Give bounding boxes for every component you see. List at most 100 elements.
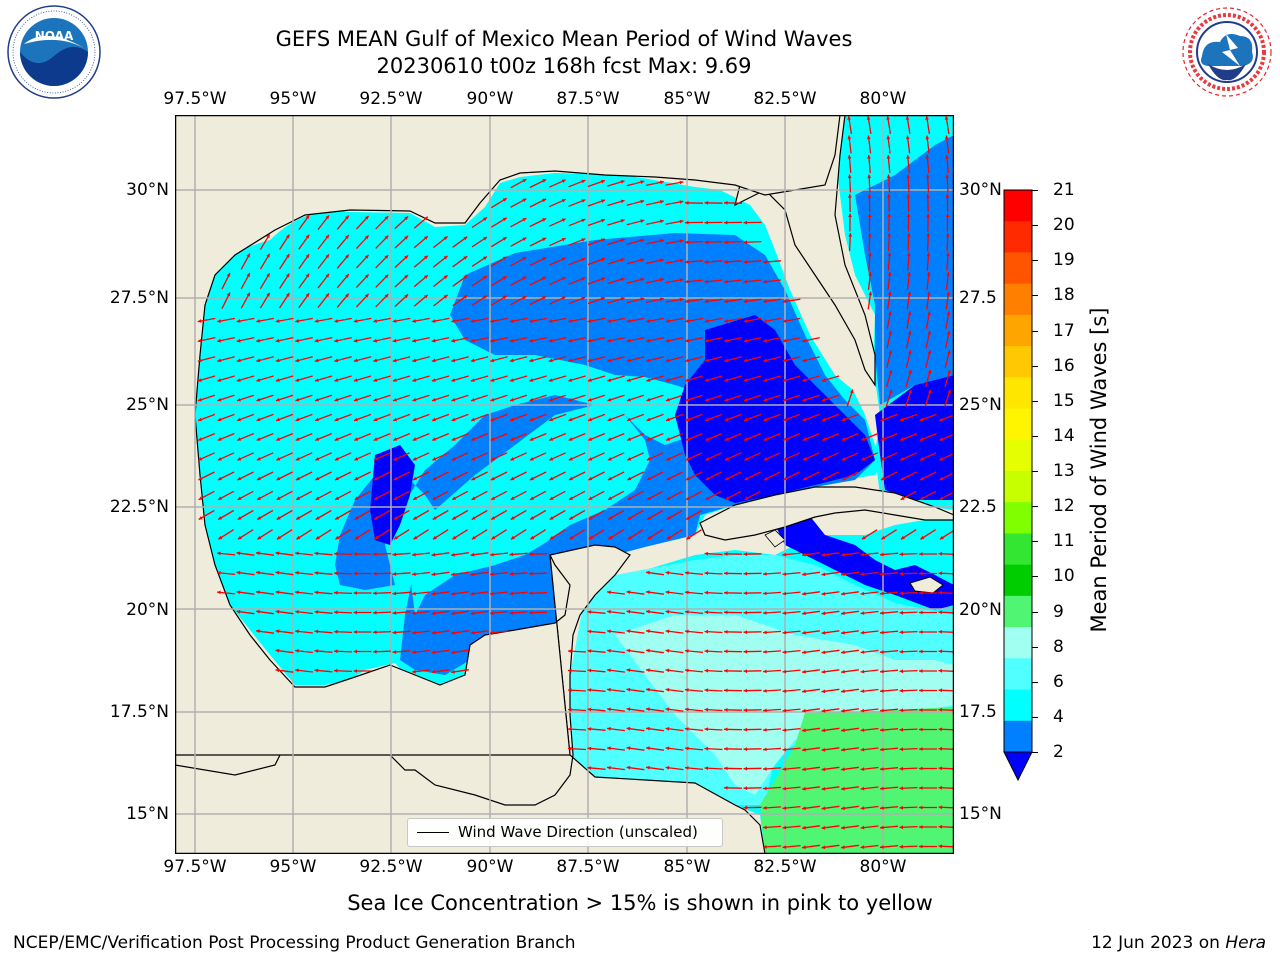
wind-arrow-head xyxy=(685,417,690,422)
wind-arrow-head xyxy=(373,437,378,441)
wind-arrow-head xyxy=(763,845,767,849)
wind-arrow-head xyxy=(373,610,377,615)
wind-arrow-head xyxy=(938,629,943,634)
wind-arrow-head xyxy=(392,378,397,382)
wind-arrow-head xyxy=(900,457,905,461)
wind-arrow-head xyxy=(295,457,300,461)
wind-arrow-head xyxy=(802,630,806,635)
wind-arrow-head xyxy=(607,397,612,402)
wind-arrow-head xyxy=(257,496,262,500)
wind-arrow-head xyxy=(860,650,865,654)
wind-arrow-head xyxy=(490,572,494,576)
wind-arrow-head xyxy=(502,295,507,300)
wind-arrow-head xyxy=(679,219,684,224)
wind-arrow-head xyxy=(919,476,924,481)
wind-arrow-head xyxy=(431,630,436,635)
wind-arrow-head xyxy=(443,255,448,260)
wind-arrow-head xyxy=(198,397,202,402)
wind-arrow-head xyxy=(392,338,397,343)
wind-arrow-head xyxy=(743,688,748,693)
wind-arrow-head xyxy=(256,338,261,343)
wind-arrow-head xyxy=(944,116,949,120)
wind-arrow-head xyxy=(821,611,826,616)
wind-arrow-head xyxy=(724,552,728,556)
wind-arrow-head xyxy=(522,276,527,280)
wind-arrow-head xyxy=(217,358,222,363)
wind-arrow-head xyxy=(490,358,495,363)
wind-arrow-head xyxy=(646,707,650,712)
wind-arrow-head xyxy=(256,570,260,575)
wind-arrow-head xyxy=(868,252,872,257)
wind-arrow-head xyxy=(704,551,709,556)
wind-arrow-head xyxy=(906,213,911,217)
wind-arrow-head xyxy=(925,155,930,159)
wind-arrow-head xyxy=(744,457,749,461)
wind-arrow-head xyxy=(490,476,495,481)
wind-arrow-head xyxy=(724,437,729,441)
wind-arrow-head xyxy=(704,201,709,205)
wind-arrow-head xyxy=(743,727,748,732)
wind-arrow-head xyxy=(256,476,261,481)
wind-arrow-head xyxy=(373,649,377,654)
longitude-label-top: 97.5°W xyxy=(163,89,227,109)
wind-arrow-head xyxy=(763,378,768,382)
latitude-label-left: 15°N xyxy=(126,804,169,824)
colorbar-segment xyxy=(1004,627,1032,659)
wind-arrow-head xyxy=(451,437,456,441)
wind-arrow-head xyxy=(412,591,416,596)
wind-arrow-head xyxy=(685,571,689,575)
wind-arrow-head xyxy=(334,358,339,363)
wind-arrow-head xyxy=(510,496,515,500)
wind-arrow-head xyxy=(946,291,951,296)
wind-arrow-head xyxy=(659,258,664,263)
wind-arrow-head xyxy=(471,437,476,441)
wind-arrow-head xyxy=(666,397,670,402)
wind-arrow-head xyxy=(588,535,593,540)
wind-arrow-head xyxy=(345,215,349,220)
wind-arrow-head xyxy=(314,590,319,595)
wind-arrow-head xyxy=(470,572,475,577)
wind-arrow-head xyxy=(899,630,904,635)
wind-arrow-head xyxy=(549,535,554,540)
wind-arrow-head xyxy=(841,476,846,481)
colorbar-tick-label: 20 xyxy=(1053,215,1075,236)
wind-arrow-head xyxy=(626,687,631,692)
wind-arrow-head xyxy=(927,389,932,394)
wind-arrow-head xyxy=(919,805,923,810)
wind-arrow-head xyxy=(354,516,359,520)
wind-arrow-head xyxy=(782,669,787,674)
wind-arrow-head xyxy=(782,591,787,596)
wind-arrow-head xyxy=(860,786,865,791)
wind-arrow-head xyxy=(345,235,349,239)
wind-arrow-head xyxy=(568,378,573,382)
wind-arrow-head xyxy=(887,213,891,217)
wind-arrow-head xyxy=(490,338,495,343)
wind-arrow-head xyxy=(802,358,807,363)
wind-arrow-head xyxy=(285,293,290,297)
wind-arrow-head xyxy=(334,551,338,556)
wind-arrow-head xyxy=(938,727,943,732)
footer-date-text: 12 Jun 2023 on xyxy=(1091,933,1226,953)
wind-arrow-head xyxy=(704,260,709,264)
latitude-label-right: 22.5 xyxy=(959,497,997,517)
wind-arrow-head xyxy=(659,219,664,224)
wind-arrow-head xyxy=(423,216,428,221)
wind-arrow-head xyxy=(392,552,397,557)
wind-arrow-head xyxy=(198,437,203,441)
wind-arrow-head xyxy=(412,611,416,615)
wind-arrow-head xyxy=(821,708,826,713)
wind-arrow-head xyxy=(510,437,515,441)
wind-arrow-head xyxy=(490,319,494,323)
wind-arrow-head xyxy=(724,476,729,481)
wind-arrow-head xyxy=(295,437,300,441)
nws-logo-icon xyxy=(1182,7,1272,97)
wind-arrow-head xyxy=(522,296,527,300)
wind-arrow-head xyxy=(945,194,950,198)
wind-arrow-head xyxy=(364,254,369,259)
wind-arrow-head xyxy=(295,358,300,363)
wind-arrow-head xyxy=(353,358,358,363)
wind-arrow-head xyxy=(666,496,671,500)
wind-arrow-head xyxy=(295,319,299,323)
wind-arrow-head xyxy=(314,358,319,363)
wind-arrow-head xyxy=(561,179,566,183)
